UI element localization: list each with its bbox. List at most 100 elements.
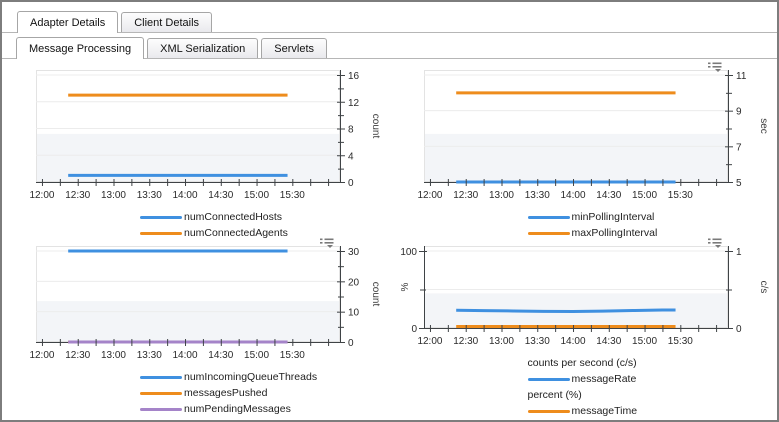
legend-swatch-blue [527, 215, 570, 219]
svg-text:sec: sec [758, 118, 769, 134]
svg-text:13:30: 13:30 [524, 336, 549, 347]
legend-label: messageTime [571, 405, 638, 417]
svg-text:15:30: 15:30 [280, 350, 305, 361]
svg-text:14:30: 14:30 [208, 190, 233, 201]
chart-message-rate-time: 0 1 0 100% 12:00 12:30 13:00 13:30 14:00 14:30 15:… [390, 236, 778, 420]
svg-text:12:00: 12:00 [29, 350, 54, 361]
svg-text:12:00: 12:00 [29, 190, 54, 201]
legend-swatch-blue [140, 375, 182, 379]
svg-text:11: 11 [736, 71, 747, 82]
svg-text:20: 20 [348, 277, 360, 288]
legend-item: numConnectedHosts [140, 209, 390, 225]
legend-menu-icon[interactable] [320, 238, 334, 249]
svg-text:12:30: 12:30 [453, 190, 478, 201]
legend-swatch-blue [527, 377, 570, 381]
svg-text:c/s: c/s [758, 281, 769, 294]
svg-text:14:00: 14:00 [173, 350, 198, 361]
chart-legend: minPollingInterval maxPollingInterval [527, 209, 778, 241]
svg-text:15:00: 15:00 [632, 190, 657, 201]
legend-item: maxPollingInterval [527, 225, 778, 241]
svg-text:15:00: 15:00 [632, 336, 657, 347]
svg-text:16: 16 [348, 71, 360, 82]
legend-swatch-blue [140, 215, 182, 219]
svg-text:14:30: 14:30 [596, 336, 621, 347]
tabstrip-baseline [2, 32, 777, 33]
legend-swatch-orange [140, 231, 182, 235]
svg-text:13:00: 13:00 [488, 190, 513, 201]
svg-text:15:30: 15:30 [280, 190, 305, 201]
svg-text:count: count [370, 282, 381, 307]
legend-swatch-purple [140, 407, 182, 411]
legend-label: numConnectedAgents [184, 227, 288, 239]
svg-text:9: 9 [736, 107, 742, 118]
svg-text:30: 30 [348, 247, 360, 258]
svg-text:12:00: 12:00 [417, 190, 442, 201]
primary-tabstrip: Adapter Details Client Details [2, 11, 777, 33]
legend-label: maxPollingInterval [571, 227, 658, 239]
legend-label: counts per second (c/s) [527, 357, 637, 369]
legend-group-label: percent (%) [528, 387, 778, 403]
legend-label: numIncomingQueueThreads [184, 371, 318, 383]
svg-text:0: 0 [348, 338, 354, 349]
chart-canvas: 0 10 20 30 12:00 12:30 13:00 13:30 14:00 14:30 15:… [29, 238, 381, 361]
legend-label: messagesPushed [184, 387, 268, 399]
svg-text:14:00: 14:00 [173, 190, 198, 201]
svg-text:13:30: 13:30 [524, 190, 549, 201]
svg-text:12: 12 [348, 98, 360, 109]
svg-text:13:00: 13:00 [101, 350, 126, 361]
svg-text:%: % [400, 282, 411, 291]
svg-text:12:00: 12:00 [417, 336, 442, 347]
legend-item: minPollingInterval [527, 209, 778, 225]
svg-text:4: 4 [348, 151, 354, 162]
series-messageRate [455, 308, 676, 313]
svg-text:12:30: 12:30 [65, 350, 90, 361]
svg-text:5: 5 [736, 178, 742, 189]
svg-text:count: count [370, 114, 381, 139]
svg-text:10: 10 [348, 308, 360, 319]
legend-label: minPollingInterval [571, 211, 655, 223]
legend-swatch-orange [140, 391, 182, 395]
svg-text:14:00: 14:00 [560, 336, 585, 347]
legend-label: messageRate [571, 373, 637, 385]
svg-text:7: 7 [736, 142, 742, 153]
chart-canvas: 0 1 0 100% 12:00 12:30 13:00 13:30 14:00 14:30 15:… [400, 238, 769, 347]
legend-swatch-orange [527, 231, 570, 235]
chart-canvas: 0 4 8 12 16 12:00 12:30 13:00 13:30 14:00 14:30 15:… [29, 70, 381, 201]
legend-item: numConnectedAgents [140, 225, 390, 241]
chart-queue-threads-messages: 0 10 20 30 12:00 12:30 13:00 13:30 14:00 14:30 15:… [2, 236, 390, 420]
tab-adapter-details[interactable]: Adapter Details [17, 11, 119, 33]
legend-item: messageRate [527, 371, 778, 387]
chart-legend: numConnectedHosts numConnectedAgents [140, 209, 390, 241]
svg-text:0: 0 [736, 324, 742, 335]
tab-servlets[interactable]: Servlets [261, 38, 328, 58]
svg-text:15:00: 15:00 [244, 190, 269, 201]
legend-item: messageTime [527, 403, 778, 419]
legend-item: numIncomingQueueThreads [140, 369, 390, 385]
chart-legend: numIncomingQueueThreads messagesPushed num… [140, 369, 390, 417]
legend-swatch-orange [527, 409, 570, 413]
svg-text:12:30: 12:30 [65, 190, 90, 201]
tab-xml-serialization[interactable]: XML Serialization [147, 38, 259, 58]
svg-text:100: 100 [400, 247, 417, 258]
chart-canvas: 5 7 9 11 12:00 12:30 13:00 13:30 14:00 14:30 15:00… [417, 62, 769, 201]
chart-connected-hosts-agents: 0 4 8 12 16 12:00 12:30 13:00 13:30 14:00 14:30 15:… [2, 60, 390, 239]
legend-label: percent (%) [527, 389, 582, 401]
svg-text:8: 8 [348, 125, 354, 136]
svg-text:14:30: 14:30 [596, 190, 621, 201]
legend-label: numConnectedHosts [184, 211, 283, 223]
svg-text:15:30: 15:30 [667, 190, 692, 201]
tabstrip-baseline [2, 58, 777, 59]
tab-client-details[interactable]: Client Details [121, 12, 213, 32]
svg-text:13:30: 13:30 [137, 350, 162, 361]
svg-text:14:30: 14:30 [208, 350, 233, 361]
svg-text:13:00: 13:00 [101, 190, 126, 201]
svg-text:0: 0 [411, 324, 417, 335]
legend-menu-icon[interactable] [707, 238, 722, 249]
legend-menu-icon[interactable] [707, 62, 722, 73]
tab-message-processing[interactable]: Message Processing [16, 37, 145, 59]
svg-text:15:30: 15:30 [667, 336, 692, 347]
chart-legend: counts per second (c/s) messageRate percen… [527, 355, 778, 419]
svg-text:0: 0 [348, 178, 354, 189]
legend-label: numPendingMessages [184, 403, 291, 415]
svg-text:14:00: 14:00 [560, 190, 585, 201]
